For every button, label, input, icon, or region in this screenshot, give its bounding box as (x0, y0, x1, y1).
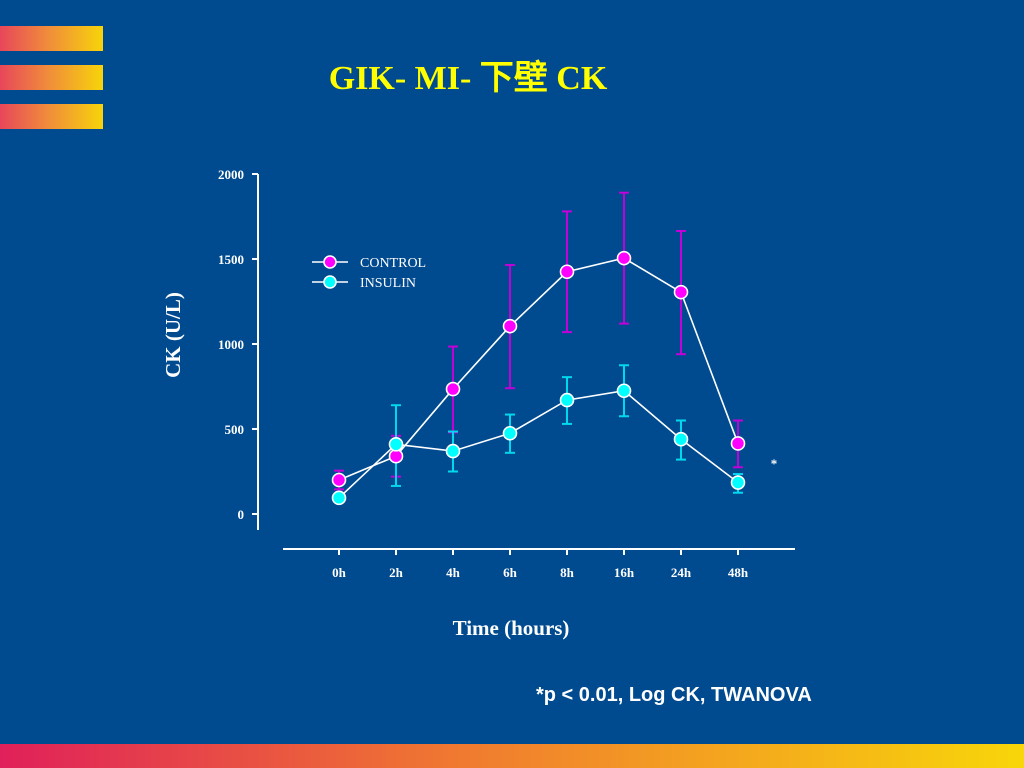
chart-legend: CONTROL INSULIN (312, 255, 426, 291)
legend-label-insulin: INSULIN (360, 276, 416, 291)
significance-marker: * (771, 456, 778, 471)
page-title: GIK- MI- 下壁 CK (328, 60, 608, 97)
y-tick-label: 2000 (218, 167, 244, 182)
x-axis-label: Time (hours) (453, 616, 570, 640)
data-point-control (331, 472, 347, 488)
y-tick-label: 500 (225, 422, 245, 437)
decor-stripe-2 (0, 65, 103, 90)
series-line-insulin (338, 389, 739, 499)
y-tick-label: 0 (238, 507, 245, 522)
decor-stripe-1 (0, 26, 103, 51)
x-tick-label: 48h (728, 565, 749, 580)
data-point-insulin (502, 425, 518, 441)
legend-label-control: CONTROL (360, 256, 426, 271)
data-point-control (502, 318, 518, 334)
decor-bottom-bar (0, 744, 1024, 768)
x-tick-label: 2h (389, 565, 404, 580)
x-tick-label: 0h (332, 565, 347, 580)
data-point-control (445, 381, 461, 397)
decor-stripe-3 (0, 104, 103, 129)
x-tick-label: 16h (614, 565, 635, 580)
y-tick-label: 1000 (218, 337, 244, 352)
data-point-insulin (331, 490, 347, 506)
y-axis-label: CK (U/L) (161, 292, 185, 378)
data-point-insulin (673, 431, 689, 447)
legend-marker-insulin (323, 275, 337, 289)
footnote: *p < 0.01, Log CK, TWANOVA (536, 684, 812, 706)
data-point-control (616, 250, 632, 266)
x-tick-label: 24h (671, 565, 692, 580)
x-tick-label: 8h (560, 565, 575, 580)
data-point-control (559, 264, 575, 280)
data-point-insulin (445, 443, 461, 459)
data-point-insulin (388, 436, 404, 452)
x-tick-label: 6h (503, 565, 518, 580)
chart-series: * (331, 191, 778, 506)
data-point-control (730, 436, 746, 451)
data-point-insulin (730, 475, 746, 490)
data-point-control (673, 284, 689, 300)
legend-marker-control (323, 255, 337, 269)
y-tick-label: 1500 (218, 252, 244, 267)
chart-axes: 0 500 1000 1500 2000 0h 2h 4h 6h 8h 16h 24h 48h (218, 167, 795, 580)
data-point-insulin (616, 383, 632, 399)
x-tick-label: 4h (446, 565, 461, 580)
data-point-control (388, 448, 404, 464)
data-point-insulin (559, 392, 575, 408)
